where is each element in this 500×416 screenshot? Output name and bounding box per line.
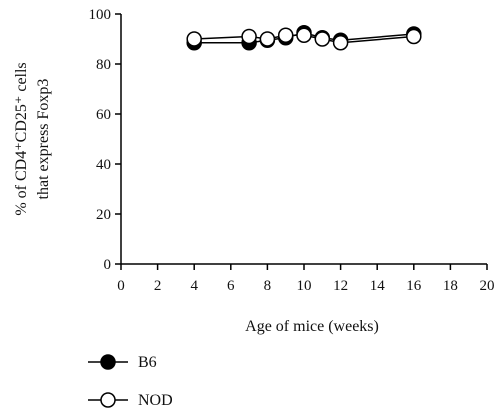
data-point-nod [259,31,276,47]
data-point-nod [406,28,422,45]
y-tick-label: 40 [96,157,111,173]
y-axis-label: that express Foxp3 [35,79,52,200]
axes: 0 20 40 60 80 100 0 2 4 6 8 10 12 14 16 18 20 Age of mice… [13,7,495,335]
y-tick-label: 0 [104,257,112,273]
data-point-nod [277,27,294,43]
x-tick-label: 16 [406,278,422,294]
y-tick-label: 60 [96,107,111,123]
data-point-nod [186,31,202,47]
x-tick-label: 0 [117,278,125,294]
data-point-nod [241,28,257,45]
x-tick-label: 8 [264,278,272,294]
y-tick-label: 100 [89,7,112,23]
data-point-nod [332,35,349,51]
x-tick-label: 18 [443,278,458,294]
x-tick-label: 10 [297,278,312,294]
y-tick-label: 80 [96,57,111,73]
x-tick-label: 2 [154,278,162,294]
y-tick-label: 20 [96,207,111,223]
x-tick-label: 6 [227,278,235,294]
legend: B6 NOD [88,354,173,409]
legend-marker-b6 [100,354,116,370]
data-point-nod [296,27,312,43]
data-point-nod [314,31,331,47]
x-tick-label: 14 [370,278,386,294]
y-axis-label: % of CD4⁺CD25⁺ cells [13,62,30,215]
x-tick-label: 4 [190,278,198,294]
legend-label-nod: NOD [138,392,173,409]
x-tick-label: 20 [480,278,495,294]
x-axis-label: Age of mice (weeks) [245,318,379,335]
legend-marker-nod [100,392,116,408]
x-tick-label: 12 [333,278,348,294]
legend-label-b6: B6 [138,354,157,371]
plot-area [186,25,422,51]
